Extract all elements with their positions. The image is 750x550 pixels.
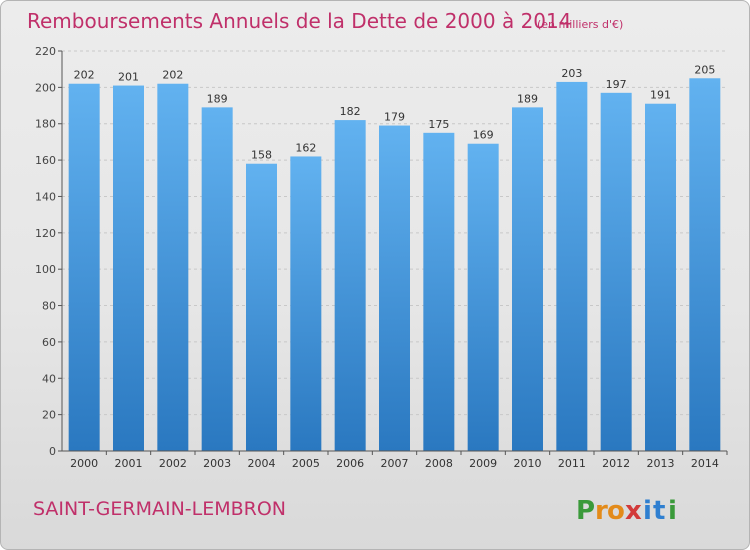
y-tick-label: 160 [35, 154, 56, 167]
data-label: 169 [473, 129, 494, 142]
data-label: 175 [428, 118, 449, 131]
x-tick-label: 2003 [203, 457, 231, 470]
svg-text:i: i [643, 496, 652, 526]
x-tick-label: 2005 [292, 457, 320, 470]
proxiti-logo: P r o x i t i [576, 496, 677, 526]
data-label: 162 [295, 141, 316, 154]
x-tick-label: 2007 [381, 457, 409, 470]
y-tick-label: 60 [42, 336, 56, 349]
data-label: 179 [384, 111, 405, 124]
data-label: 205 [694, 63, 715, 76]
data-label: 197 [606, 78, 627, 91]
x-tick-label: 2000 [70, 457, 98, 470]
bar [113, 85, 144, 451]
bar [645, 103, 676, 452]
bar [201, 107, 233, 451]
bar [467, 143, 499, 451]
bar [157, 83, 189, 452]
svg-text:r: r [595, 496, 608, 526]
x-tick-label: 2009 [469, 457, 497, 470]
bar [600, 92, 632, 452]
x-tick-label: 2011 [558, 457, 586, 470]
y-tick-label: 200 [35, 81, 56, 94]
bar [556, 81, 588, 451]
data-label: 182 [340, 105, 361, 118]
y-tick-label: 0 [49, 445, 56, 458]
y-tick-label: 140 [35, 190, 56, 203]
x-axis-ticks: 2000 2001 2002 2003 2004 2005 2006 2007 2008 2009… [70, 451, 728, 470]
x-tick-label: 2001 [115, 457, 143, 470]
place-name: SAINT-GERMAIN-LEMBRON [33, 498, 286, 520]
svg-text:o: o [607, 496, 625, 526]
data-label: 201 [118, 71, 139, 84]
bar [68, 83, 100, 452]
svg-text:P: P [576, 496, 595, 526]
x-tick-label: 2008 [425, 457, 453, 470]
y-tick-label: 100 [35, 263, 56, 276]
data-label: 189 [207, 92, 228, 105]
bar [246, 163, 277, 451]
y-tick-label: 180 [35, 118, 56, 131]
svg-text:t: t [653, 496, 665, 526]
x-tick-label: 2002 [159, 457, 187, 470]
bar [512, 107, 543, 451]
chart-subtitle: (en milliers d'€) [537, 18, 623, 31]
x-tick-label: 2012 [602, 457, 630, 470]
bars [68, 78, 721, 452]
bar [689, 78, 721, 451]
chart-title: Remboursements Annuels de la Dette de 20… [27, 9, 571, 33]
bar [290, 156, 322, 452]
data-label: 202 [74, 69, 95, 82]
data-label: 191 [650, 89, 671, 102]
x-tick-label: 2006 [336, 457, 364, 470]
bar [423, 132, 455, 451]
x-tick-label: 2014 [691, 457, 719, 470]
data-label: 189 [517, 92, 538, 105]
y-tick-label: 20 [42, 409, 56, 422]
y-tick-label: 80 [42, 300, 56, 313]
x-tick-label: 2004 [248, 457, 276, 470]
data-label: 203 [561, 67, 582, 80]
y-axis-ticks: 0 20 40 60 80 100 120 140 160 180 200 220 [35, 45, 62, 458]
y-tick-label: 40 [42, 372, 56, 385]
svg-text:x: x [625, 496, 642, 526]
x-tick-label: 2010 [514, 457, 542, 470]
data-labels: 202 201 202 189 158 162 182 179 175 169 189 203 197 1… [74, 63, 716, 161]
svg-text:i: i [668, 496, 677, 526]
data-label: 202 [162, 69, 183, 82]
data-label: 158 [251, 149, 272, 162]
bar [334, 120, 366, 451]
y-tick-label: 120 [35, 227, 56, 240]
x-tick-label: 2013 [647, 457, 675, 470]
y-tick-label: 220 [35, 45, 56, 58]
bar [379, 125, 410, 451]
